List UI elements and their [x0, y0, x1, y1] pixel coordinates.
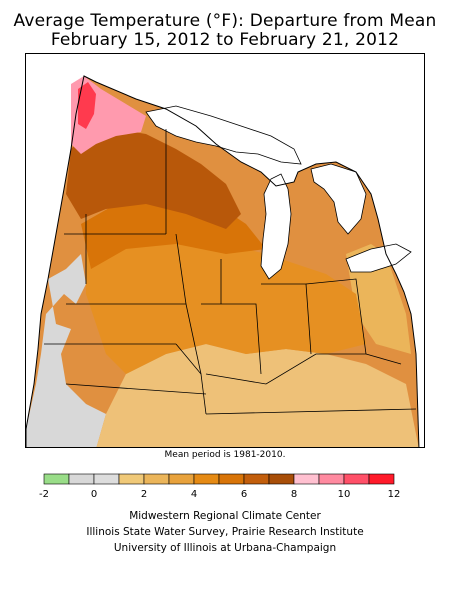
- legend-tick-label: 6: [241, 489, 247, 500]
- credit-line-2: Illinois State Water Survey, Prairie Res…: [86, 526, 364, 538]
- legend-tick-label: 2: [141, 489, 147, 500]
- legend-tick-label: 10: [338, 489, 351, 500]
- legend-swatch: [318, 473, 345, 485]
- legend-swatch: [68, 473, 95, 485]
- map-orange-central: [86, 229, 366, 374]
- credit-line-1: Midwestern Regional Climate Center: [129, 510, 321, 522]
- legend-swatch: [293, 473, 320, 485]
- map-tan-south: [96, 344, 419, 447]
- map-gray-west: [26, 254, 106, 447]
- legend-swatch: [243, 473, 270, 485]
- map-title-line1: Average Temperature (°F): Departure from…: [13, 11, 437, 31]
- map-frame: [25, 53, 425, 448]
- lake-erie: [345, 243, 412, 273]
- state-boundaries: [44, 129, 417, 415]
- legend-swatch: [268, 473, 295, 485]
- lake-michigan: [260, 173, 292, 280]
- temperature-departure-map: [26, 75, 420, 447]
- mean-period-note: Mean period is 1981-2010.: [164, 450, 286, 460]
- legend-swatch: [168, 473, 195, 485]
- map-region-outline: [26, 75, 420, 447]
- legend-tick-label: -2: [39, 489, 49, 500]
- legend-swatch: [368, 473, 395, 485]
- legend-swatch: [118, 473, 145, 485]
- lake-huron: [310, 163, 367, 235]
- legend-tick-label: 4: [191, 489, 197, 500]
- legend-swatch: [343, 473, 370, 485]
- legend-swatch: [218, 473, 245, 485]
- legend-swatch: [43, 473, 70, 485]
- legend-tick-label: 8: [291, 489, 297, 500]
- legend-swatch: [93, 473, 120, 485]
- credit-line-3: University of Illinois at Urbana-Champai…: [113, 542, 337, 554]
- legend-swatch: [143, 473, 170, 485]
- legend-swatch: [193, 473, 220, 485]
- map-brown-north: [66, 129, 241, 229]
- map-title-line2: February 15, 2012 to February 21, 2012: [50, 30, 400, 50]
- color-legend: -2 0 2 4 6 8 10 12: [39, 473, 401, 500]
- legend-tick-label: 0: [91, 489, 97, 500]
- legend-tick-label: 12: [388, 489, 401, 500]
- map-red-northwest: [78, 82, 96, 129]
- lake-superior: [145, 105, 302, 165]
